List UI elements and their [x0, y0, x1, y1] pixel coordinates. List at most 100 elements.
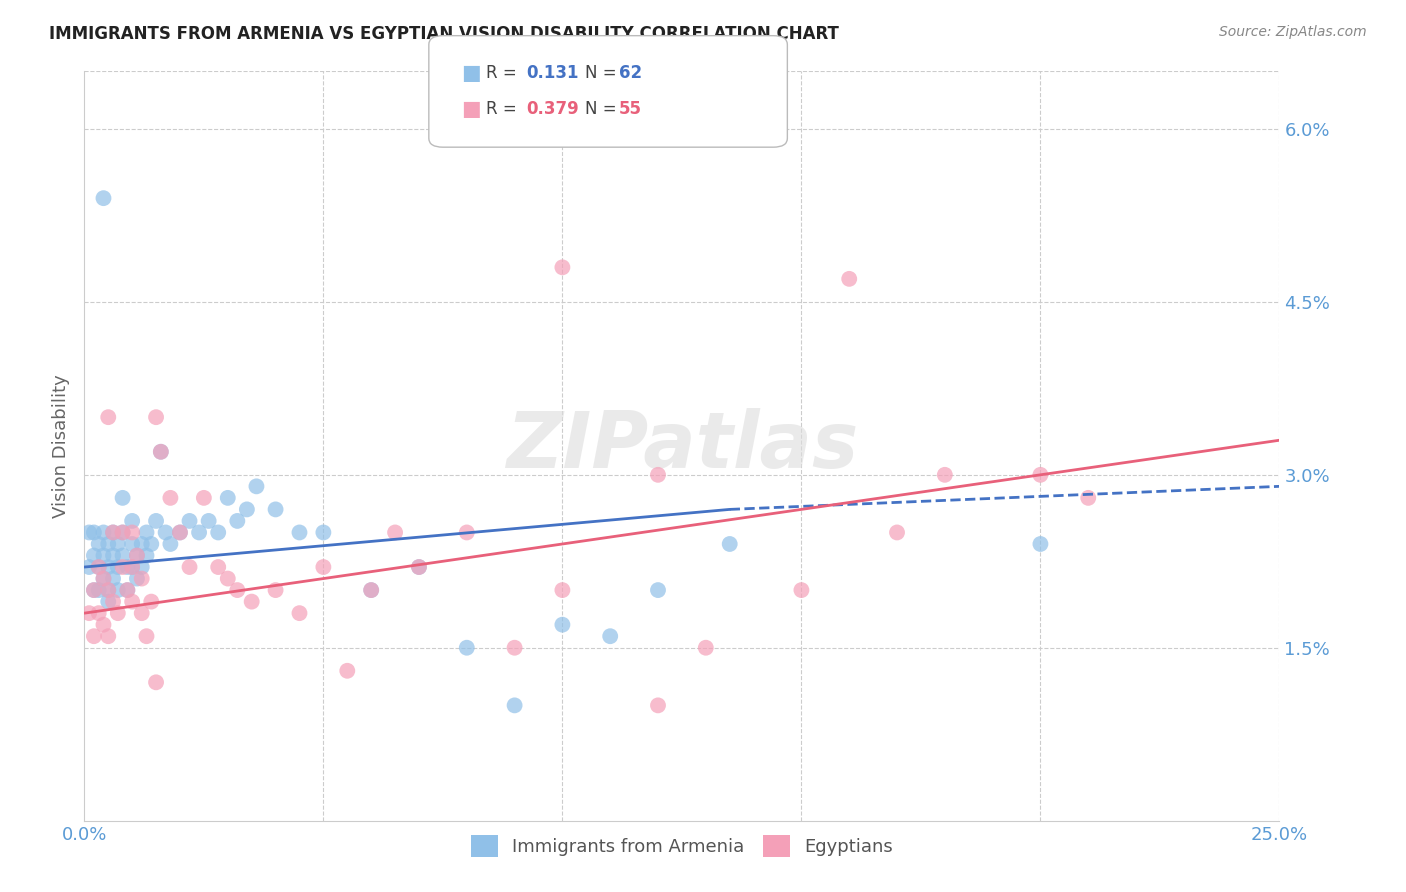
Point — [1029, 467, 1052, 482]
Point — [131, 560, 153, 574]
Point — [131, 537, 153, 551]
Point — [647, 583, 669, 598]
Point — [111, 525, 134, 540]
Point — [551, 260, 574, 275]
Point — [207, 560, 229, 574]
Point — [107, 560, 129, 574]
Point — [121, 525, 143, 540]
Text: 0.131: 0.131 — [526, 64, 578, 82]
Y-axis label: Vision Disability: Vision Disability — [52, 374, 70, 518]
Point — [456, 640, 478, 655]
Point — [647, 698, 669, 713]
Point — [790, 583, 813, 598]
Point — [934, 467, 956, 482]
Point — [838, 272, 860, 286]
Point — [93, 572, 115, 586]
Point — [83, 525, 105, 540]
Point — [360, 583, 382, 598]
Point — [312, 525, 335, 540]
Point — [93, 191, 115, 205]
Point — [125, 549, 148, 563]
Point — [384, 525, 406, 540]
Point — [169, 525, 191, 540]
Point — [107, 537, 129, 551]
Point — [111, 549, 134, 563]
Point — [77, 525, 100, 540]
Point — [551, 617, 574, 632]
Point — [503, 698, 526, 713]
Point — [87, 537, 110, 551]
Point — [101, 594, 124, 608]
Point — [264, 502, 287, 516]
Point — [97, 410, 120, 425]
Point — [93, 525, 115, 540]
Point — [101, 549, 124, 563]
Point — [107, 583, 129, 598]
Point — [83, 629, 105, 643]
Point — [83, 583, 105, 598]
Point — [111, 560, 134, 574]
Point — [360, 583, 382, 598]
Point — [87, 560, 110, 574]
Point — [135, 525, 157, 540]
Point — [599, 629, 621, 643]
Point — [97, 629, 120, 643]
Text: R =: R = — [486, 64, 523, 82]
Point — [121, 514, 143, 528]
Point — [886, 525, 908, 540]
Point — [456, 525, 478, 540]
Point — [145, 410, 167, 425]
Text: Source: ZipAtlas.com: Source: ZipAtlas.com — [1219, 25, 1367, 39]
Text: ZIPatlas: ZIPatlas — [506, 408, 858, 484]
Point — [107, 606, 129, 620]
Point — [97, 594, 120, 608]
Point — [149, 444, 172, 458]
Point — [207, 525, 229, 540]
Text: ■: ■ — [461, 99, 481, 119]
Point — [408, 560, 430, 574]
Point — [83, 583, 105, 598]
Point — [93, 549, 115, 563]
Legend: Immigrants from Armenia, Egyptians: Immigrants from Armenia, Egyptians — [464, 828, 900, 864]
Point — [503, 640, 526, 655]
Point — [97, 583, 120, 598]
Point — [121, 560, 143, 574]
Point — [647, 467, 669, 482]
Point — [288, 525, 311, 540]
Point — [288, 606, 311, 620]
Point — [695, 640, 717, 655]
Point — [97, 583, 120, 598]
Point — [217, 491, 239, 505]
Point — [101, 525, 124, 540]
Text: 55: 55 — [619, 100, 641, 118]
Point — [240, 594, 263, 608]
Point — [125, 549, 148, 563]
Point — [93, 617, 115, 632]
Point — [551, 583, 574, 598]
Text: 0.379: 0.379 — [526, 100, 579, 118]
Point — [141, 537, 163, 551]
Point — [159, 537, 181, 551]
Point — [111, 491, 134, 505]
Text: R =: R = — [486, 100, 523, 118]
Point — [236, 502, 259, 516]
Point — [135, 629, 157, 643]
Point — [197, 514, 219, 528]
Point — [188, 525, 211, 540]
Point — [121, 560, 143, 574]
Point — [101, 525, 124, 540]
Point — [718, 537, 741, 551]
Point — [77, 560, 100, 574]
Point — [77, 606, 100, 620]
Point — [125, 572, 148, 586]
Point — [1077, 491, 1099, 505]
Point — [101, 572, 124, 586]
Point — [264, 583, 287, 598]
Point — [145, 675, 167, 690]
Point — [217, 572, 239, 586]
Point — [97, 560, 120, 574]
Point — [111, 525, 134, 540]
Point — [1029, 537, 1052, 551]
Point — [121, 594, 143, 608]
Point — [179, 514, 201, 528]
